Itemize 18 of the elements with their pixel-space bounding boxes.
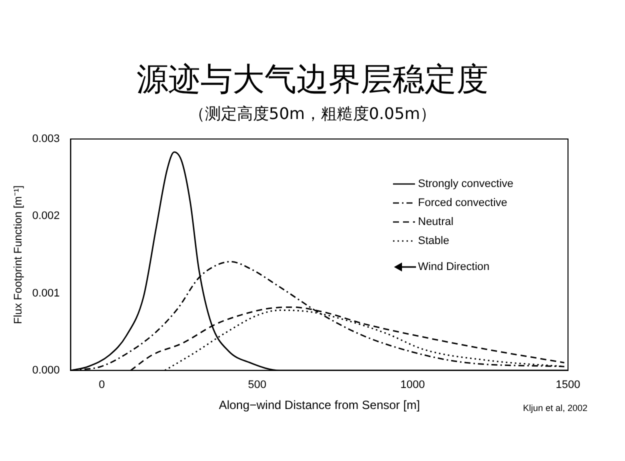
y-tick-label: 0.001 bbox=[32, 287, 60, 300]
x-axis-title: Along−wind Distance from Sensor [m] bbox=[218, 398, 420, 412]
text: Kljun et al, 2002 bbox=[523, 403, 588, 413]
y-tick-label: 0.003 bbox=[32, 133, 60, 146]
annotation: Wind Direction bbox=[418, 261, 490, 274]
chart-subtitle: （测定高度50m，粗糙度0.05m） bbox=[188, 104, 438, 125]
legend-label: Forced convective bbox=[418, 197, 508, 210]
x-tick-label: 500 bbox=[248, 379, 266, 392]
x-tick-label: 0 bbox=[98, 379, 105, 392]
y-tick-label: 0.000 bbox=[32, 364, 60, 376]
legend-label: Stable bbox=[418, 235, 450, 248]
chart-title: 源迹与大气边界层稳定度 bbox=[136, 59, 490, 100]
x-tick-label: 1000 bbox=[400, 379, 425, 392]
legend-label: Strongly convective bbox=[418, 178, 514, 190]
y-axis-title: Flux Footprint Function [m⁻¹] bbox=[12, 185, 25, 324]
x-tick-label: 1500 bbox=[556, 379, 580, 392]
y-tick-label: 0.002 bbox=[32, 210, 60, 222]
legend-label: Neutral bbox=[418, 216, 454, 228]
